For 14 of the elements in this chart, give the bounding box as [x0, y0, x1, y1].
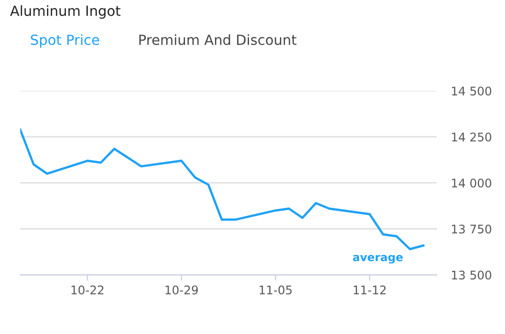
y-tick-label: 13 500 [452, 270, 492, 280]
text: Spot Price [30, 34, 100, 48]
x-tick-label: 10-22 [72, 286, 104, 294]
chart-title: Aluminum Ingot [10, 5, 120, 19]
x-tick-label: 11-05 [260, 286, 292, 294]
line-series [20, 128, 424, 250]
y-tick-label: 14 000 [452, 178, 492, 188]
y-tick-label: 14 250 [452, 132, 492, 142]
x-tick-label: 10-29 [166, 286, 198, 294]
y-tick-label: 14 500 [452, 86, 492, 96]
series-label: average [352, 254, 403, 264]
x-tick-label: 11-12 [354, 286, 386, 294]
y-tick-label: 13 750 [452, 224, 492, 234]
text: Premium And Discount [139, 34, 296, 46]
